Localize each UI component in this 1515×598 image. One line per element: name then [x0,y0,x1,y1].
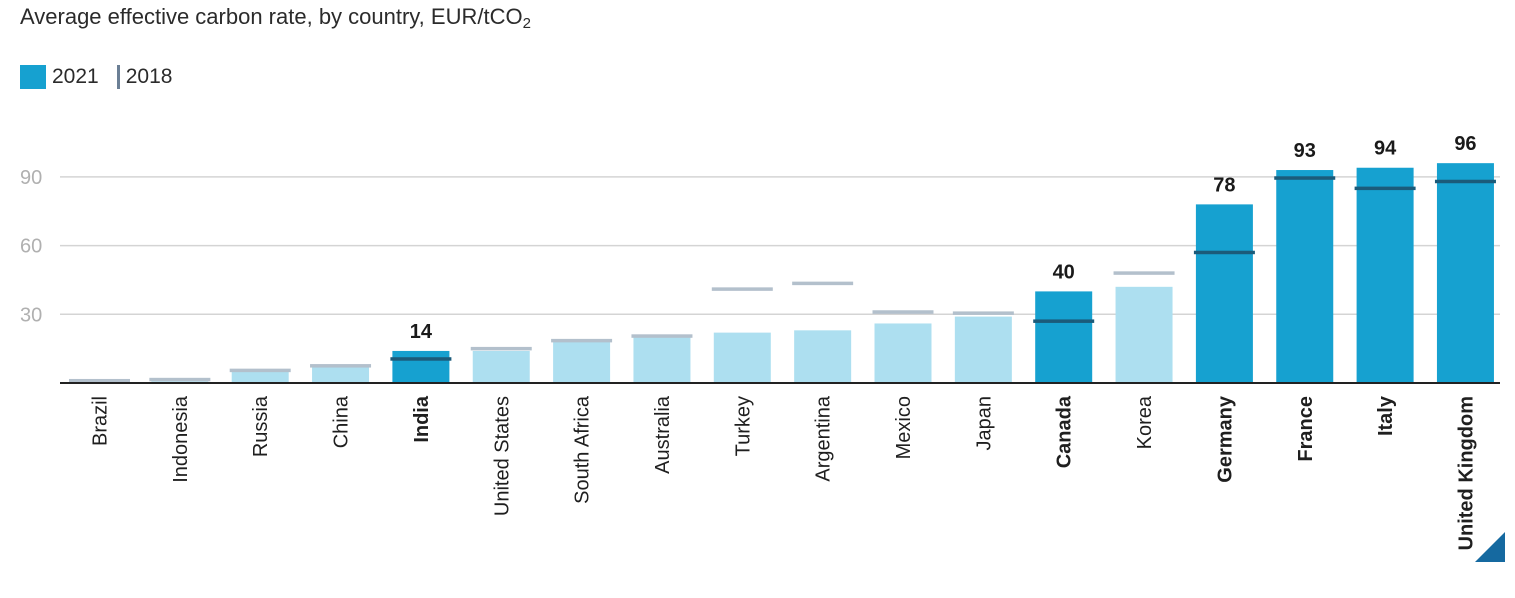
category-label: United States [491,396,513,516]
marker-2018 [1274,176,1336,180]
category-label: India [411,395,433,443]
chart-title: Average effective carbon rate, by countr… [20,4,531,32]
data-label: 96 [1454,133,1476,155]
marker-2018 [551,338,613,343]
marker-2018 [390,357,452,361]
category-label: Germany [1214,395,1236,483]
bar-united-states [472,350,530,383]
bar-china [312,366,370,383]
marker-2018 [310,364,372,368]
bar-france [1276,170,1334,383]
category-label: Argentina [813,395,835,481]
legend-label-2018: 2018 [125,65,173,88]
data-label: 78 [1213,174,1235,196]
bar-turkey [713,332,771,383]
bar-germany [1195,204,1253,383]
bar-japan [954,316,1012,383]
legend-swatch-2021 [20,65,46,89]
marker-2018 [149,377,211,382]
data-label: 93 [1294,140,1316,162]
chart-legend: 2021 2018 [20,64,172,90]
y-tick-label: 90 [20,167,42,189]
y-tick-label: 30 [20,304,42,326]
bar-canada [1035,291,1093,383]
marker-2018 [1434,179,1496,184]
bar-united-kingdom [1436,163,1494,383]
marker-2018 [69,378,130,383]
data-label: 94 [1374,138,1397,160]
category-label: Italy [1375,395,1397,436]
marker-2018 [229,368,291,373]
marker-2018 [1033,319,1095,323]
bar-south-africa [553,341,611,383]
marker-2018 [711,287,773,291]
marker-2018 [1193,250,1255,255]
category-label: South Africa [572,395,594,504]
corner-mark [1475,532,1505,562]
bar-india [392,350,450,383]
category-label: Australia [652,395,674,474]
category-label: Korea [1134,395,1156,449]
y-tick-label: 60 [20,236,42,258]
bar-australia [633,337,691,383]
legend-label-2021: 2021 [52,65,99,88]
marker-2018 [792,281,854,286]
bar-russia [231,371,289,383]
bar-argentina [794,330,852,383]
category-label: France [1295,396,1317,462]
category-label: Mexico [893,396,915,459]
category-label: China [331,395,353,448]
category-label: Turkey [732,396,754,456]
marker-2018 [631,334,693,338]
category-label: United Kingdom [1455,396,1477,550]
legend-swatch-2018 [116,65,120,89]
marker-2018 [1113,271,1175,275]
category-label: Russia [250,395,272,457]
marker-2018 [872,310,934,314]
category-label: Canada [1054,395,1076,468]
category-label: Japan [973,396,995,451]
bar-italy [1356,167,1414,383]
marker-2018 [470,346,532,351]
bar-korea [1115,286,1173,383]
marker-2018 [952,311,1014,315]
data-label: 40 [1053,261,1075,283]
bar-mexico [874,323,932,383]
marker-2018 [1354,186,1416,191]
data-label: 14 [410,321,433,343]
category-label: Brazil [90,396,112,446]
category-label: Indonesia [170,395,192,483]
